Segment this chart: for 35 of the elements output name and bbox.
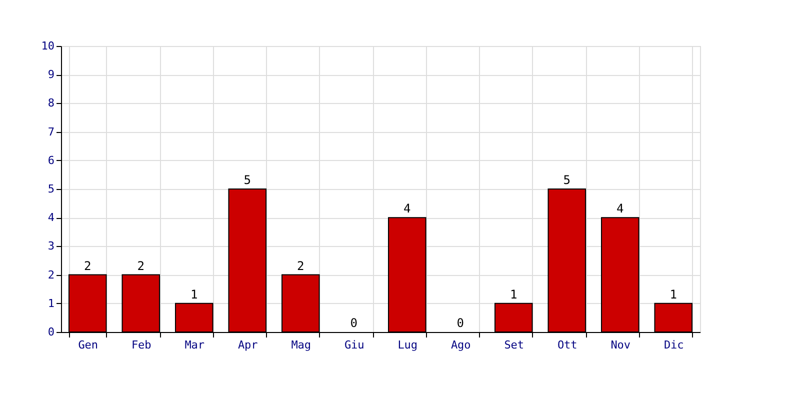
x-tick-label: Nov xyxy=(610,338,631,352)
x-tick-label: Giu xyxy=(344,338,364,352)
y-tick-label: 8 xyxy=(48,96,54,110)
x-tick-label: Apr xyxy=(238,338,258,352)
data-label: 1 xyxy=(510,287,518,302)
y-tick-label: 4 xyxy=(48,211,55,224)
y-tick-label: 7 xyxy=(48,125,54,138)
x-tick-label: Gen xyxy=(78,338,98,352)
y-tick-label: 6 xyxy=(48,154,54,167)
y-tick-label: 5 xyxy=(48,182,54,196)
x-tick-label: Set xyxy=(504,338,524,352)
y-tick-label: 2 xyxy=(48,268,54,282)
data-label: 2 xyxy=(297,258,304,273)
y-tick-label: 10 xyxy=(41,40,54,52)
data-label: 4 xyxy=(616,202,624,216)
data-label: 4 xyxy=(404,202,411,216)
y-tick-label: 9 xyxy=(48,68,54,82)
data-label: 2 xyxy=(84,258,92,273)
x-tick-label: Lug xyxy=(398,338,418,352)
x-tick-label: Dic xyxy=(664,338,684,352)
x-tick-label: Mag xyxy=(291,338,312,352)
data-label: 1 xyxy=(190,287,198,302)
y-tick-label: 1 xyxy=(48,296,54,310)
data-label: 2 xyxy=(137,258,144,273)
data-label: 5 xyxy=(563,173,570,187)
x-tick-label: Feb xyxy=(131,338,152,352)
data-label: 0 xyxy=(350,316,358,330)
y-tick-label: 3 xyxy=(48,240,54,253)
data-label: 1 xyxy=(670,287,677,302)
x-tick-label: Ago xyxy=(450,338,471,352)
data-label: 0 xyxy=(456,316,464,330)
x-tick-label: Ott xyxy=(557,338,578,352)
y-tick-label: 0 xyxy=(48,326,54,338)
x-tick-label: Mar xyxy=(184,338,205,352)
data-label: 5 xyxy=(244,173,251,187)
